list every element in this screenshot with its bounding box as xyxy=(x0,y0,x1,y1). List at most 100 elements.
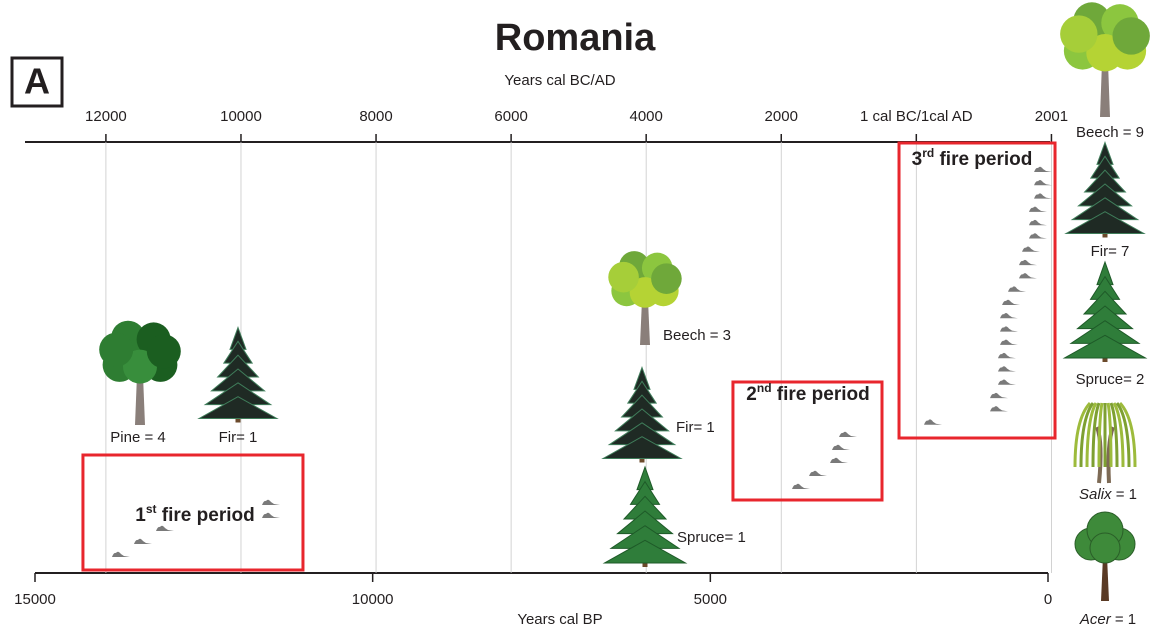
tree-label: Pine = 4 xyxy=(110,429,165,446)
chart-title: Romania xyxy=(495,17,656,59)
fire-period-text: fire period xyxy=(934,149,1032,170)
tree-count: = 2 xyxy=(1123,371,1144,388)
fire-period-ordinal: 3 xyxy=(912,149,923,170)
dated-sample xyxy=(803,471,827,476)
tree-label: Beech = 9 xyxy=(1076,124,1144,141)
dated-sample xyxy=(984,393,1008,398)
dated-sample xyxy=(1002,286,1026,291)
fire-period-ordinal: 1 xyxy=(135,505,146,526)
fire-period-suffix: rd xyxy=(922,146,934,160)
tree-taxon: Beech xyxy=(1076,124,1119,141)
dated-sample xyxy=(994,340,1018,345)
foliage xyxy=(1090,533,1120,563)
tree-count: = 1 xyxy=(694,419,715,436)
dated-sample xyxy=(824,458,848,463)
dated-sample xyxy=(106,552,130,557)
dated-sample xyxy=(1028,180,1052,185)
tree-icon xyxy=(199,328,277,423)
dated-sample xyxy=(1023,207,1047,212)
fire-period-label: 1st fire period xyxy=(135,502,254,526)
tree-taxon: Beech xyxy=(663,327,706,344)
tree-label: Fir= 7 xyxy=(1091,243,1130,260)
dated-sample xyxy=(1016,247,1040,252)
dated-sample xyxy=(918,419,942,424)
page: Romania A Years cal BC/AD Years cal BP 1… xyxy=(0,0,1158,632)
fire-period-suffix: nd xyxy=(757,381,772,395)
foliage xyxy=(608,262,639,293)
tree-taxon: Fir xyxy=(1091,243,1109,260)
fire-period-text: fire period xyxy=(157,505,255,526)
dated-sample xyxy=(996,300,1020,305)
x2-tick-label: 12000 xyxy=(85,108,127,125)
dated-sample xyxy=(786,484,810,489)
tree-icon xyxy=(605,467,686,567)
tree-icon xyxy=(1075,512,1135,601)
fire-period-suffix: st xyxy=(146,502,157,516)
tree-label: Beech = 3 xyxy=(663,327,731,344)
dated-sample xyxy=(826,445,850,450)
x2-tick-label: 6000 xyxy=(494,108,527,125)
branches xyxy=(199,397,277,419)
branches xyxy=(1065,335,1146,358)
dated-sample xyxy=(128,539,152,544)
tree-taxon: Acer xyxy=(1079,611,1112,628)
tree-count: = 7 xyxy=(1108,243,1129,260)
branches xyxy=(603,437,681,459)
tree-taxon: Salix xyxy=(1079,486,1112,503)
tree-label: Acer = 1 xyxy=(1079,611,1136,628)
tree-count: = 1 xyxy=(1112,486,1137,503)
tree-icon xyxy=(1060,2,1150,117)
tree-count: = 9 xyxy=(1119,124,1144,141)
dated-sample xyxy=(833,432,857,437)
dated-sample xyxy=(994,326,1018,331)
x2-tick-label: 10000 xyxy=(220,108,262,125)
foliage xyxy=(651,263,682,294)
dated-sample xyxy=(1023,220,1047,225)
fire-period-label: 3rd fire period xyxy=(912,146,1033,170)
chart: Romania A Years cal BC/AD Years cal BP 1… xyxy=(0,0,1158,632)
x2-tick-label: 8000 xyxy=(359,108,392,125)
tree-count: = 1 xyxy=(1111,611,1136,628)
x2-tick-label: 2000 xyxy=(765,108,798,125)
dated-sample xyxy=(1028,193,1052,198)
x-tick-label: 10000 xyxy=(352,591,394,608)
tree-label: Fir= 1 xyxy=(219,429,258,446)
tree-count: = 1 xyxy=(236,429,257,446)
tree-icon xyxy=(1066,143,1144,238)
dated-sample xyxy=(1023,233,1047,238)
tree-label: Spruce= 2 xyxy=(1076,371,1145,388)
x2-tick-label: 4000 xyxy=(629,108,662,125)
foliage xyxy=(1060,15,1097,52)
dated-sample xyxy=(256,500,280,505)
x2-axis-title: Years cal BC/AD xyxy=(504,72,615,89)
tree-taxon: Fir xyxy=(676,419,694,436)
x2-tick-label: 2001 xyxy=(1035,108,1068,125)
dated-sample xyxy=(992,353,1016,358)
dated-sample xyxy=(1013,260,1037,265)
x-tick-label: 15000 xyxy=(14,591,56,608)
tree-icon xyxy=(1075,403,1135,483)
dated-sample xyxy=(150,526,174,531)
tree-taxon: Pine xyxy=(110,429,140,446)
foliage xyxy=(99,333,133,367)
tree-count: = 4 xyxy=(140,429,165,446)
fire-period-ordinal: 2 xyxy=(746,384,757,405)
panel-label: A xyxy=(24,61,50,102)
x-tick-label: 5000 xyxy=(694,591,727,608)
foliage xyxy=(147,334,181,368)
tree-icon xyxy=(99,321,181,425)
dated-sample xyxy=(992,380,1016,385)
tree-label: Spruce= 1 xyxy=(677,529,746,546)
dated-sample xyxy=(992,366,1016,371)
x2-tick-label: 1 cal BC/1cal AD xyxy=(860,108,973,125)
dated-sample xyxy=(984,406,1008,411)
tree-count: = 3 xyxy=(706,327,731,344)
tree-taxon: Fir xyxy=(219,429,237,446)
tree-count: = 1 xyxy=(725,529,746,546)
dated-sample xyxy=(1013,273,1037,278)
branches xyxy=(605,540,686,563)
branches xyxy=(1066,212,1144,234)
x-tick-label: 0 xyxy=(1044,591,1052,608)
x-axis-title: Years cal BP xyxy=(517,611,602,628)
fire-period-box xyxy=(899,143,1055,438)
